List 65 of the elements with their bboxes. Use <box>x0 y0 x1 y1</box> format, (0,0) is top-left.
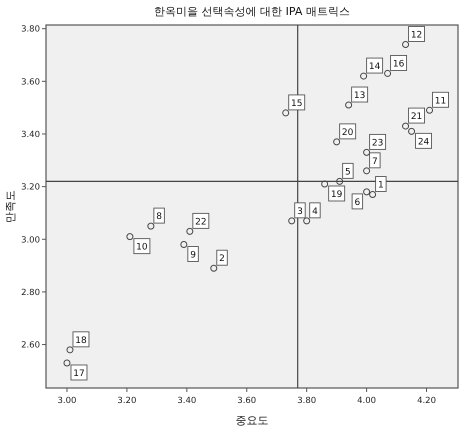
annotation: 7 <box>372 156 378 167</box>
annotation: 13 <box>354 91 366 102</box>
point <box>363 167 370 174</box>
point <box>321 180 328 188</box>
point <box>384 70 392 77</box>
annotation: 19 <box>330 190 343 200</box>
y-tick-label: 3.20 <box>21 182 40 193</box>
point <box>180 241 188 248</box>
x-tick-label: 3.20 <box>117 396 136 406</box>
y-tick-label: 3.40 <box>21 130 40 140</box>
annotation: 6 <box>354 198 360 208</box>
point <box>126 233 134 240</box>
point <box>402 122 410 130</box>
annotation: 8 <box>156 212 162 222</box>
annotation: 5 <box>345 167 351 178</box>
x-axis-title: 중요도 <box>236 414 268 427</box>
x-tick-label: 3.00 <box>58 396 76 406</box>
point <box>66 346 74 354</box>
annotation: 22 <box>195 217 207 228</box>
annotation: 17 <box>73 368 85 379</box>
annotation: 9 <box>190 250 196 261</box>
point <box>63 359 70 366</box>
point <box>363 188 370 196</box>
point <box>303 217 310 224</box>
y-tick-label: 3.60 <box>21 77 40 88</box>
y-tick-label: 3.00 <box>21 235 40 246</box>
annotation: 16 <box>392 59 405 70</box>
chart-title: 한옥미을 선택속성에 대한 IPA 매트릭스 <box>154 5 350 18</box>
annotation: 15 <box>290 98 302 109</box>
annotation: 10 <box>136 242 148 253</box>
annotation: 24 <box>418 137 430 148</box>
x-tick-label: 4.20 <box>417 396 436 406</box>
point <box>402 40 410 48</box>
annotation: 3 <box>297 206 303 217</box>
point <box>147 222 154 230</box>
annotation: 4 <box>312 206 318 217</box>
annotation: 11 <box>434 96 446 106</box>
x-tick-label: 3.40 <box>177 396 196 406</box>
x-tick-label: 3.80 <box>297 396 316 406</box>
point <box>345 102 352 109</box>
y-tick-label: 2.60 <box>21 340 40 351</box>
point <box>336 178 344 185</box>
annotation: 21 <box>410 112 422 122</box>
y-tick-label: 3.80 <box>21 24 40 35</box>
point <box>408 128 416 135</box>
point <box>426 106 434 114</box>
point <box>210 264 218 272</box>
point <box>333 138 340 146</box>
y-axis-title: 만족도 <box>4 190 17 223</box>
x-tick-label: 4.00 <box>357 396 376 406</box>
annotation: 23 <box>372 138 384 148</box>
annotation: 18 <box>75 336 87 346</box>
point <box>360 72 368 80</box>
annotation: 14 <box>368 62 381 72</box>
annotation: 20 <box>342 128 354 138</box>
point <box>282 109 290 116</box>
point <box>369 191 376 198</box>
annotation: 2 <box>219 254 225 264</box>
point <box>288 217 296 224</box>
x-tick-label: 3.60 <box>237 396 256 406</box>
annotation: 1 <box>378 180 384 191</box>
y-tick-label: 2.80 <box>21 288 40 298</box>
point <box>186 228 194 235</box>
annotation: 12 <box>410 30 422 40</box>
point <box>363 148 370 156</box>
